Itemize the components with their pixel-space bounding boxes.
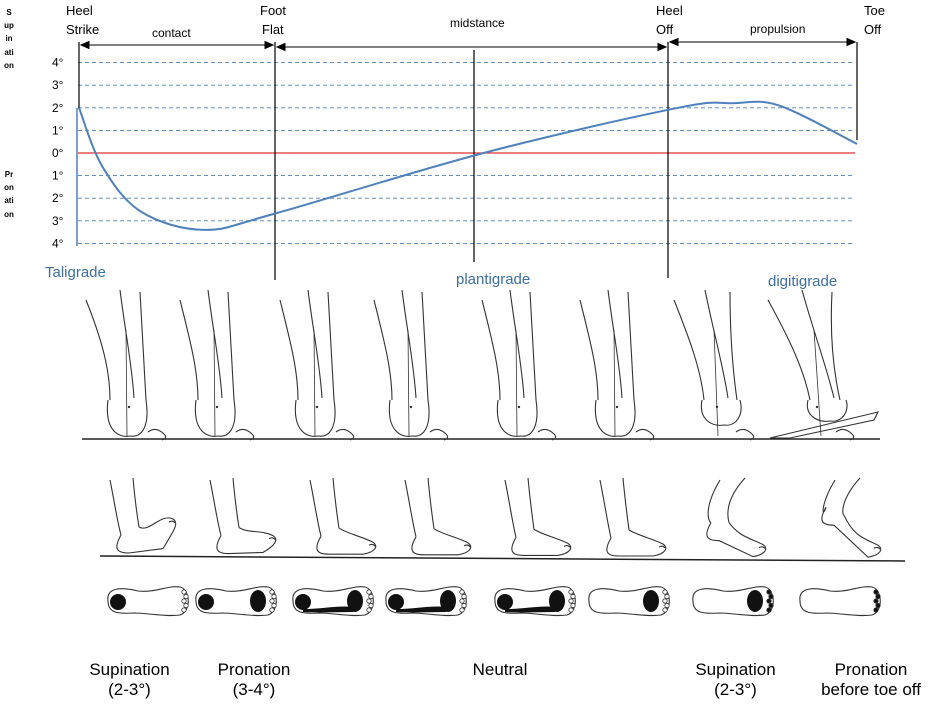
y-tick-label: 4° <box>52 236 64 250</box>
y-tick-label: 1° <box>52 169 64 183</box>
toe-off-label-1: Toe <box>864 3 885 18</box>
caption-supination-2-line1: Supination <box>695 660 776 679</box>
caption-pronation-2-line2: before toe off <box>821 680 921 699</box>
y-tick-label: 3° <box>52 214 64 228</box>
phase-labels: contact midstance propulsion <box>152 16 805 40</box>
rear-view-foot <box>373 289 449 441</box>
caption-pronation-1-line2: (3-4°) <box>232 680 276 699</box>
toe-off-label-2: Off <box>864 22 881 37</box>
footprint <box>588 586 670 617</box>
side-view-foot <box>309 477 377 555</box>
side-view-foot <box>209 477 277 555</box>
footprint-pressure-illustrations <box>107 586 881 617</box>
side-view-foot <box>821 477 882 558</box>
footprint <box>799 586 881 617</box>
chart-gridlines <box>78 62 855 244</box>
rear-view-foot <box>279 289 355 441</box>
caption-pronation-2: Pronation before toe off <box>808 660 934 700</box>
side-view-foot <box>599 477 667 557</box>
rear-view-illustrations <box>82 289 880 441</box>
y-tick-label: 2° <box>52 101 64 115</box>
y-axis-tick-labels: 4° 3° 2° 1° 0° 1° 2° 3° 4° <box>52 56 64 251</box>
phase-propulsion-label: propulsion <box>750 22 805 36</box>
phase-contact-label: contact <box>152 26 191 40</box>
taligrade-label: Taligrade <box>45 264 106 281</box>
rear-view-foot <box>673 289 755 441</box>
foot-flat-label-1: Foot <box>260 3 286 18</box>
caption-supination-2: Supination (2-3°) <box>678 660 793 700</box>
footprint <box>494 586 576 617</box>
caption-pronation-1-line1: Pronation <box>217 660 291 679</box>
footprint <box>107 586 189 617</box>
caption-neutral: Neutral <box>440 660 560 680</box>
footprint <box>692 586 774 617</box>
caption-supination-1: Supination (2-3°) <box>72 660 187 700</box>
pronation-side-label: Pronation <box>4 170 14 219</box>
y-tick-label: 3° <box>52 78 64 92</box>
heel-strike-label-1: Heel <box>66 3 93 18</box>
rear-view-foot <box>481 289 557 441</box>
phase-marker-labels: Heel Strike Foot Flat Heel Off Toe Off <box>66 3 885 37</box>
footprint <box>385 586 467 617</box>
rear-view-foot <box>179 289 255 441</box>
foot-flat-label-2: Flat <box>262 22 284 37</box>
footprint <box>195 586 277 617</box>
caption-supination-2-line2: (2-3°) <box>714 680 757 699</box>
rear-view-foot <box>767 289 855 441</box>
supination-side-label: Supination <box>4 8 14 70</box>
phase-arrows <box>79 37 857 52</box>
caption-supination-1-line2: (2-3°) <box>108 680 151 699</box>
rear-view-foot <box>85 289 167 441</box>
side-view-foot <box>504 477 572 556</box>
side-view-illustrations <box>99 477 906 562</box>
y-tick-label: 1° <box>52 123 64 137</box>
rear-view-foot <box>579 289 655 441</box>
caption-pronation-1: Pronation (3-4°) <box>198 660 310 700</box>
floor-wedge <box>769 411 880 439</box>
side-view-foot <box>109 477 177 554</box>
supination-pronation-curve <box>78 100 858 231</box>
plantigrade-label: plantigrade <box>456 271 530 288</box>
caption-neutral-line1: Neutral <box>472 660 528 679</box>
y-tick-label: 0° <box>52 146 64 160</box>
footprint <box>292 586 374 617</box>
phase-midstance-label: midstance <box>450 16 505 30</box>
side-view-foot <box>706 477 767 558</box>
heel-off-label-1: Heel <box>656 3 683 18</box>
ground-line-side <box>99 555 906 562</box>
side-view-foot <box>404 477 472 556</box>
caption-supination-1-line1: Supination <box>89 660 170 679</box>
heel-off-label-2: Off <box>656 22 673 37</box>
y-tick-label: 2° <box>52 191 64 205</box>
digitigrade-label: digitigrade <box>768 273 837 290</box>
y-tick-label: 4° <box>52 56 64 70</box>
caption-pronation-2-line1: Pronation <box>834 660 908 679</box>
phase-divider-lines <box>78 42 858 280</box>
grade-labels: Taligrade plantigrade digitigrade <box>45 264 837 290</box>
heel-strike-label-2: Strike <box>66 22 99 37</box>
